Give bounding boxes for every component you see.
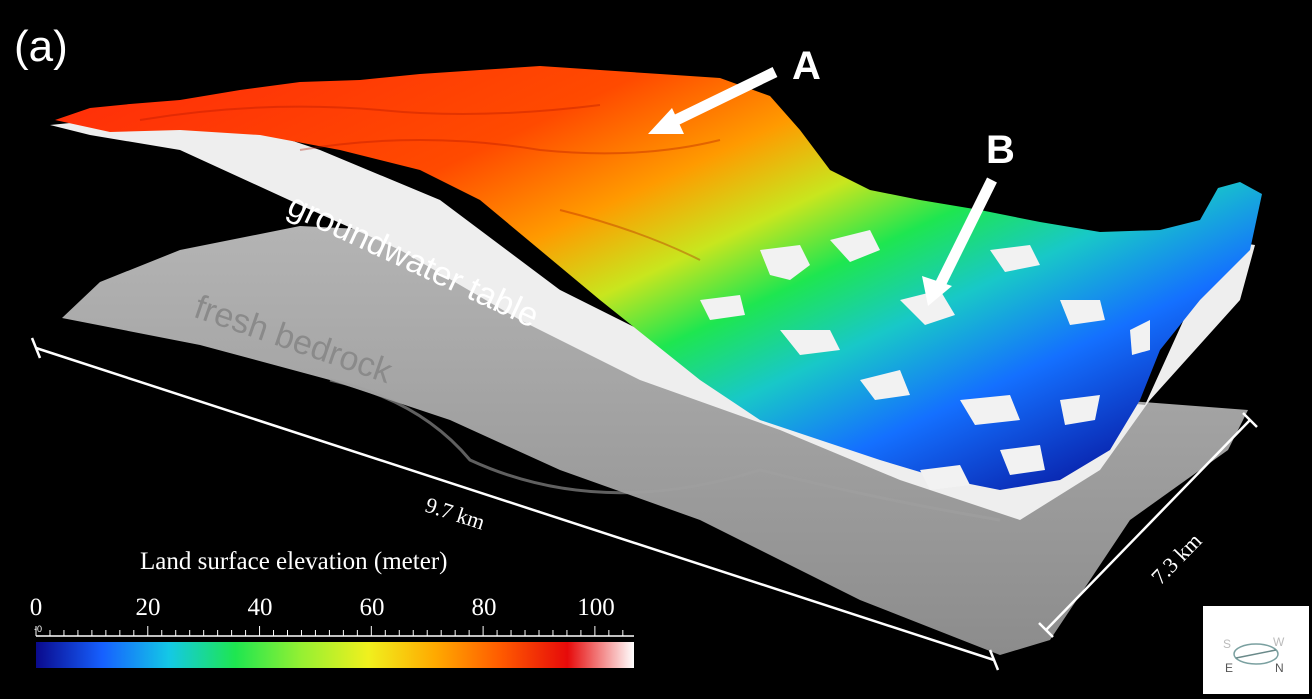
arrow-b [922, 177, 997, 306]
panel-label: (a) [14, 22, 68, 71]
colorbar-tick-label-60: 60 [359, 594, 385, 621]
colorbar-tick-label-0: 0 [29, 594, 43, 621]
colorbar-title: Land surface elevation (meter) [140, 548, 448, 575]
bedrock-ridge [329, 378, 1001, 522]
compass-icon: S W E N [1223, 635, 1285, 675]
colorbar-ticks [35, 626, 624, 636]
groundwater-patches [700, 230, 1150, 490]
colorbar-tick-label-80: 80 [471, 594, 497, 621]
colorbar-bar [36, 642, 634, 668]
groundwater-surface [50, 110, 1255, 520]
arrow-a [648, 67, 778, 134]
colorbar-tick-label-20: 20 [135, 594, 161, 621]
width-dimension-line [1038, 412, 1258, 638]
annotation-b: B [986, 128, 1015, 172]
colorbar-tick-label-40: 40 [247, 594, 273, 621]
compass-letter-n: N [1275, 661, 1284, 675]
compass-letter-e: E [1225, 661, 1233, 675]
terrain-ridges [139, 104, 721, 261]
orientation-compass-widget[interactable]: S W E N [1203, 606, 1309, 694]
colorbar-minor-label: -0 [34, 624, 43, 634]
compass-letter-w: W [1273, 635, 1285, 649]
compass-letter-s: S [1223, 637, 1231, 651]
length-dimension-line [30, 337, 1000, 671]
land-surface [55, 66, 1262, 490]
colorbar [35, 626, 634, 668]
bedrock-surface [62, 226, 1248, 655]
annotation-a: A [792, 44, 821, 88]
colorbar-tick-label-100: 100 [577, 594, 615, 621]
